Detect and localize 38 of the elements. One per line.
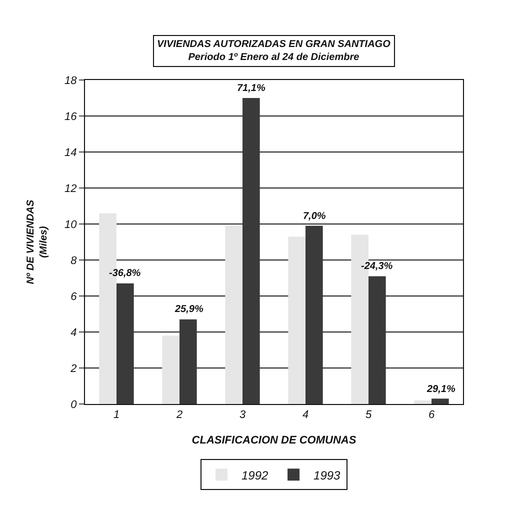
y-tick-label: 8 [70,254,78,267]
bar [180,319,197,404]
bar [288,236,306,404]
annotation: -36,8% [109,268,141,279]
annotation: 25,9% [174,304,204,315]
annotation: -24,3% [361,261,393,272]
x-tick-label: 3 [239,409,246,422]
y-tick-label: 10 [64,218,78,231]
annotation: 71,1% [237,83,266,94]
legend-label: 1993 [314,468,341,482]
chart-title: VIVIENDAS AUTORIZADAS EN GRAN SANTIAGO [157,39,391,50]
y-axis-title: Nº DE VIVIENDAS (Miles) [26,200,50,284]
y-tick-label: 14 [64,146,77,159]
y-tick-label: 12 [64,182,77,195]
x-tick-label: 2 [175,409,183,422]
y-tick-label: 0 [70,398,78,411]
x-axis-title: CLASIFICACION DE COMUNAS [192,434,357,446]
x-tick-label: 4 [302,409,309,422]
x-tick-label: 6 [428,409,436,422]
bar [225,226,242,404]
annotation: 29,1% [426,384,456,395]
x-tick-label: 5 [365,409,372,422]
y-tick-label: 16 [64,110,78,123]
bar [368,276,386,404]
bar [116,283,134,404]
legend-label: 1992 [242,468,269,482]
y-tick-label: 4 [70,326,77,339]
x-tick-label: 1 [113,409,120,422]
annotation: 7,0% [303,211,326,222]
chart-subtitle: Periodo 1º Enero al 24 de Diciembre [188,52,360,63]
bar [242,98,260,404]
y-tick-label: 2 [70,362,77,375]
bar [414,400,432,404]
bar [162,336,180,404]
y-tick-label: 18 [64,74,78,87]
y-tick-label: 6 [70,290,78,303]
bar [432,398,449,404]
bar [306,226,323,404]
